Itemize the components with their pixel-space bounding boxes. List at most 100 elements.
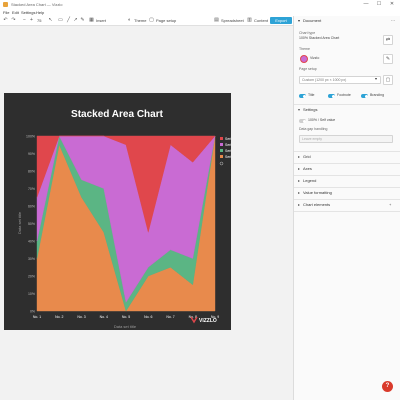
minimize-icon[interactable]: — [363,1,369,7]
arrow-icon[interactable]: ↗ [73,17,78,23]
settings-section[interactable] [294,104,400,116]
theme-button[interactable]: Theme [134,18,147,23]
line-icon[interactable]: ╱ [66,17,70,23]
show-values-label: 100% / Self value [308,118,336,122]
spreadsheet-icon[interactable]: ▤ [214,17,219,23]
chart-type-label: Chart type [299,31,316,35]
redo-icon[interactable]: ↷ [11,17,16,23]
chart-elements-section[interactable] [294,199,400,212]
title-toggle[interactable] [299,94,306,98]
insert-icon[interactable]: ▦ [89,17,94,23]
zoom-out-icon[interactable]: − [23,17,26,23]
vizzlo-logo: VIZZLO [190,316,217,324]
content-icon[interactable]: ▥ [247,17,252,23]
page-setup-value: Custom (1200 px × 1000 px) [302,78,347,82]
chart-elements-expand-icon[interactable]: ▸ [298,202,301,207]
select-icon[interactable]: ▭ [58,17,63,23]
axes-section[interactable] [294,163,400,175]
branding-toggle[interactable] [361,94,368,98]
insert-button[interactable]: Insert [96,18,107,23]
chevron-down-icon[interactable]: ▾ [375,76,378,81]
x-axis-label: Data set title [114,324,137,329]
zoom-level[interactable]: 75 [37,18,42,23]
x-tick-label: No. 9 [211,315,219,319]
area-series-1[interactable] [36,135,216,233]
page-setup-icon[interactable]: ▢ [149,17,154,23]
content-button[interactable]: Content [254,18,269,23]
y-tick-label: 60% [28,204,35,208]
document-header[interactable]: Document [303,18,322,23]
y-tick-label: 80% [28,169,35,173]
theme-swatch[interactable] [300,55,308,63]
x-tick-label: No. 3 [77,315,85,319]
x-tick-label: No. 6 [144,315,152,319]
settings-header[interactable]: Settings [303,107,318,112]
legend-label[interactable]: Series 1 [225,137,231,141]
pen-icon[interactable]: ✎ [80,17,85,23]
settings-collapse-icon[interactable]: ▾ [298,107,301,112]
legend-label[interactable]: Series 4 [225,155,231,159]
legend-swatch [220,155,223,158]
menu-help[interactable]: Help [36,10,45,15]
zoom-in-icon[interactable]: + [30,17,33,23]
show-values-toggle[interactable] [299,119,306,123]
chart-type-value: 100% Stacked Area Chart [299,36,340,40]
legend-add-icon[interactable] [219,161,224,166]
axes-expand-icon[interactable]: ▸ [298,166,301,171]
branding-toggle-label: Branding [370,93,385,97]
title-toggle-label: Title [308,93,315,97]
theme-value[interactable]: Vizzlo [310,56,320,60]
page-setup-button[interactable]: Page setup [156,18,177,23]
legend-label[interactable]: Series 3 [225,149,231,153]
value-formatting-section[interactable] [294,187,400,199]
brand-label: VIZZLO [199,318,217,324]
spreadsheet-button[interactable]: Spreadsheet [221,18,244,23]
grid-header[interactable]: Grid [303,154,311,159]
menu-file[interactable]: File [3,10,10,15]
cursor-icon[interactable]: ↖ [48,17,53,23]
page-setup-edit-icon[interactable]: ▢ [383,75,393,85]
gap-handling-label: Data gap handling [299,127,328,131]
chart-title: Stacked Area Chart [71,109,164,120]
add-element-icon[interactable]: + [389,202,392,207]
theme-icon[interactable]: ◐ [127,17,132,23]
footnote-toggle-label: Footnote [337,93,351,97]
axes-header[interactable]: Axes [303,166,312,171]
y-tick-label: 20% [28,274,35,278]
x-tick-label: No. 1 [33,315,41,319]
grid-section[interactable] [294,151,400,163]
x-tick-label: No. 8 [189,315,197,319]
more-icon[interactable]: ⋯ [391,18,395,23]
theme-edit-icon[interactable]: ✎ [383,54,393,64]
chart-elements-header[interactable]: Chart elements [303,202,331,207]
page-setup-label: Page setup [299,67,317,71]
help-button[interactable]: ? [382,381,393,392]
gap-handling-select[interactable]: Leave empty [299,135,393,143]
x-tick-label: No. 4 [100,315,108,319]
menu-edit[interactable]: Edit [12,10,19,15]
value-formatting-header[interactable]: Value formatting [303,190,332,195]
y-tick-label: 10% [28,292,35,296]
x-tick-label: No. 7 [166,315,174,319]
toolbar [0,16,293,26]
legend-section[interactable] [294,175,400,187]
y-tick-label: 30% [28,257,35,261]
legend-header[interactable]: Legend [303,178,317,183]
legend-swatch [220,143,223,146]
document-collapse-icon[interactable]: ▾ [298,18,301,23]
footnote-toggle[interactable] [328,94,335,98]
chart-type-edit-icon[interactable]: ⇄ [383,35,393,45]
grid-expand-icon[interactable]: ▸ [298,154,301,159]
stacked-area-chart[interactable]: Stacked Area Chart 0% 10% 20% 30% 40% 50% 60% 7… [4,93,231,330]
legend-expand-icon[interactable]: ▸ [298,178,301,183]
export-button[interactable]: Export [270,17,292,24]
close-icon[interactable]: ✕ [389,1,395,7]
legend-label[interactable]: Series 2 [225,143,231,147]
undo-icon[interactable]: ↶ [3,17,8,23]
y-tick-label: 0% [30,309,35,313]
x-tick-label: No. 2 [55,315,63,319]
menu-settings[interactable]: Settings [21,10,36,15]
value-formatting-expand-icon[interactable]: ▸ [298,190,301,195]
maximize-icon[interactable]: ☐ [376,1,382,7]
page-setup-select[interactable]: Custom (1200 px × 1000 px) [299,76,381,84]
